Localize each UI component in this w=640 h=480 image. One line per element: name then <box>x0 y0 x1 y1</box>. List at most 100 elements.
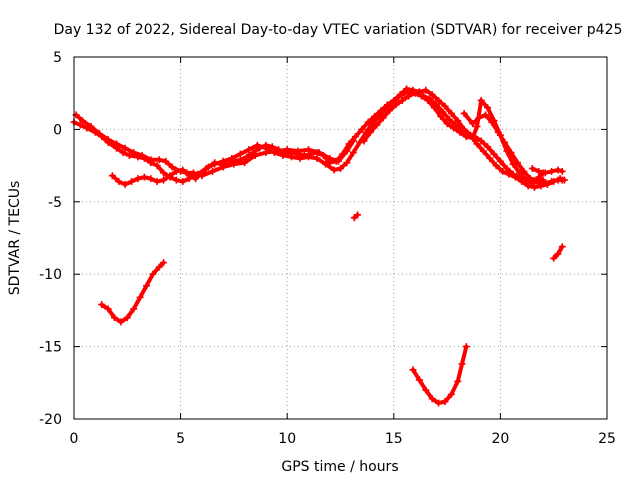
data-point <box>524 182 532 190</box>
data-point <box>503 164 511 172</box>
series-upper-trace-d <box>360 89 547 187</box>
data-point <box>360 137 368 145</box>
data-point <box>386 107 394 115</box>
data-point <box>492 162 500 170</box>
data-point <box>456 128 464 136</box>
data-point <box>155 156 163 164</box>
data-point <box>121 144 129 152</box>
data-point <box>550 254 558 262</box>
data-point <box>322 160 330 168</box>
data-point <box>405 92 413 100</box>
series-band <box>462 111 475 126</box>
series-band <box>449 379 460 397</box>
y-tick-label: -5 <box>48 195 62 211</box>
data-point <box>550 178 558 186</box>
data-point <box>108 172 116 180</box>
data-point <box>556 175 564 183</box>
data-point <box>537 182 545 190</box>
data-point <box>484 143 492 151</box>
data-point <box>481 111 489 119</box>
data-point <box>473 140 481 148</box>
data-point <box>130 305 138 313</box>
data-point <box>516 169 524 177</box>
data-point <box>396 91 404 99</box>
data-point <box>445 115 453 123</box>
data-point <box>209 167 217 175</box>
y-tick-label: -20 <box>39 412 62 428</box>
data-point <box>241 159 249 167</box>
y-axis: -20 -15 -10 -5 0 5 <box>39 50 607 428</box>
data-point <box>138 151 146 159</box>
data-point <box>458 360 466 368</box>
data-point <box>294 147 302 155</box>
series-band <box>474 98 484 129</box>
y-tick-label: -15 <box>39 340 62 356</box>
x-tick-label: 15 <box>385 431 403 447</box>
data-point <box>454 117 462 125</box>
data-point <box>496 157 504 165</box>
data-point <box>460 125 468 133</box>
data-point <box>104 136 112 144</box>
data-point <box>262 141 270 149</box>
data-point <box>123 314 131 322</box>
data-point <box>160 169 168 177</box>
data-point <box>390 96 398 104</box>
data-point <box>509 160 517 168</box>
x-axis: 0 5 10 15 20 25 <box>70 57 616 447</box>
data-point <box>462 133 470 141</box>
data-point <box>477 137 485 145</box>
series-band <box>344 138 356 154</box>
data-point <box>136 293 144 301</box>
data-point <box>447 109 455 117</box>
data-point <box>479 147 487 155</box>
data-point <box>351 133 359 141</box>
data-point <box>535 167 543 175</box>
data-point <box>531 183 539 191</box>
series-band <box>317 150 332 161</box>
data-point <box>503 147 511 155</box>
data-point <box>168 163 176 171</box>
data-point <box>541 169 549 177</box>
data-point <box>428 395 436 403</box>
data-point <box>343 147 351 155</box>
data-point <box>134 175 142 183</box>
data-point <box>379 114 387 122</box>
data-point <box>443 120 451 128</box>
data-point <box>522 176 530 184</box>
series-band <box>144 272 155 288</box>
data-point <box>128 178 136 186</box>
data-point <box>518 178 526 186</box>
data-point <box>435 399 443 407</box>
data-point <box>125 151 133 159</box>
data-point <box>505 170 513 178</box>
data-point <box>343 159 351 167</box>
series-lower-trace-1 <box>98 259 168 326</box>
data-point <box>130 149 138 157</box>
data-point <box>543 180 551 188</box>
data-point <box>403 85 411 93</box>
data-point <box>548 167 556 175</box>
data-point <box>300 151 308 159</box>
series-upper-trace-c <box>72 109 547 184</box>
data-point <box>469 134 477 142</box>
data-point <box>179 178 187 186</box>
data-point <box>528 179 536 187</box>
data-point <box>153 162 161 170</box>
data-point <box>435 96 443 104</box>
x-tick-label: 5 <box>176 431 185 447</box>
data-point <box>113 140 121 148</box>
data-point <box>283 146 291 154</box>
x-tick-label: 0 <box>70 431 79 447</box>
data-point <box>183 169 191 177</box>
data-point <box>424 96 432 104</box>
data-point <box>558 243 566 251</box>
series-lower-trace-3 <box>550 243 566 262</box>
data-point <box>454 377 462 385</box>
data-point <box>490 150 498 158</box>
data-point <box>119 149 127 157</box>
data-point <box>87 123 95 131</box>
grid-lines <box>74 57 607 419</box>
y-tick-label: -10 <box>39 267 62 283</box>
data-point <box>192 175 200 183</box>
data-point <box>520 167 528 175</box>
